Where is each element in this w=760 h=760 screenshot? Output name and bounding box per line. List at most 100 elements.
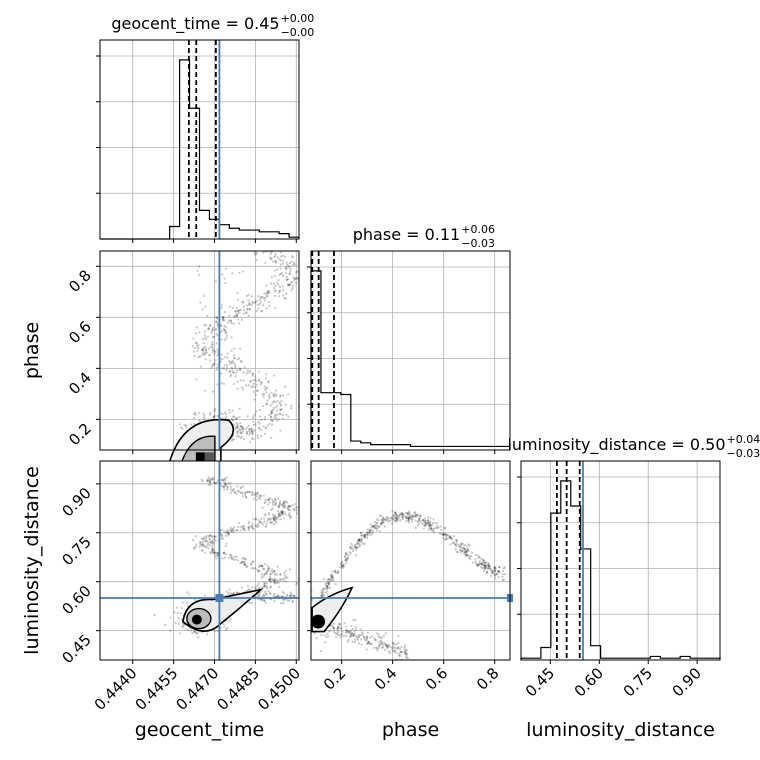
sample-point [291, 600, 294, 603]
sample-point [193, 546, 196, 549]
sample-point [366, 533, 369, 536]
sample-point [293, 261, 296, 265]
sample-point [192, 337, 195, 340]
sample-point [436, 525, 439, 528]
sample-point [252, 567, 255, 570]
sample-point [460, 542, 463, 545]
sample-point [407, 517, 410, 521]
sample-point [239, 368, 242, 371]
sample-point [494, 577, 497, 580]
sample-point [488, 565, 491, 568]
sample-point [203, 294, 206, 297]
sample-point [263, 517, 266, 520]
sample-point [456, 551, 459, 554]
sample-point [363, 535, 366, 538]
sample-point [269, 580, 272, 583]
sample-point [270, 412, 273, 415]
sample-point [279, 267, 282, 270]
sample-point [403, 648, 406, 651]
sample-point [292, 276, 295, 279]
sample-point [216, 481, 219, 484]
sample-point [277, 513, 280, 516]
sample-point [229, 375, 232, 378]
sample-point [289, 594, 292, 597]
sample-point [262, 395, 265, 399]
sample-point [463, 547, 467, 550]
sample-point [209, 552, 213, 555]
sample-point [393, 515, 396, 519]
sample-point [486, 564, 489, 567]
sample-point [385, 646, 389, 649]
sample-point [442, 533, 445, 536]
sample-point [455, 550, 458, 553]
sample-point [235, 425, 239, 428]
sample-point [327, 578, 330, 581]
sample-point [261, 393, 264, 396]
sample-point [249, 562, 253, 565]
sample-point [277, 418, 281, 421]
sample-point [275, 416, 278, 420]
sample-point [408, 515, 412, 519]
sample-point [418, 514, 422, 517]
sample-point [380, 646, 384, 649]
sample-point [369, 642, 372, 645]
sample-point [255, 525, 259, 528]
sample-point [405, 516, 408, 519]
sample-point [270, 409, 274, 413]
sample-point [378, 642, 382, 646]
sample-point [285, 268, 288, 271]
sample-point [195, 344, 198, 348]
sample-point [183, 424, 186, 427]
sample-point [477, 556, 480, 559]
sample-point [349, 552, 352, 555]
sample-point [251, 374, 254, 377]
sample-point [238, 521, 241, 525]
sample-point [231, 556, 234, 559]
sample-point [287, 504, 290, 508]
sample-point [193, 354, 196, 357]
sample-point [267, 589, 270, 592]
sample-point [223, 488, 226, 491]
sample-point [270, 415, 273, 418]
sample-point [406, 511, 409, 515]
sample-point [259, 300, 262, 304]
sample-point [264, 376, 268, 380]
sample-point [347, 631, 351, 634]
sample-point [357, 539, 360, 542]
sample-point [485, 572, 488, 575]
sample-point [360, 631, 364, 634]
sample-point [239, 360, 242, 363]
sample-point [407, 519, 410, 522]
sample-point [202, 338, 205, 341]
sample-point [401, 515, 404, 518]
sample-point [330, 624, 333, 627]
sample-point [223, 356, 226, 359]
sample-point [474, 558, 477, 561]
sample-point [211, 340, 214, 344]
sample-point [401, 518, 404, 521]
sample-point [281, 602, 285, 605]
sample-point [269, 592, 272, 596]
sample-point [251, 525, 254, 528]
sample-point [498, 570, 501, 574]
sample-point [254, 518, 258, 521]
sample-point [364, 639, 367, 642]
sample-point [210, 541, 214, 544]
sample-point [359, 531, 363, 534]
sample-point [400, 511, 403, 515]
sample-point [250, 563, 253, 566]
sample-point [247, 526, 250, 529]
sample-point [283, 577, 286, 580]
sample-point [285, 266, 288, 270]
sample-point [441, 532, 444, 535]
sample-point [320, 594, 323, 597]
sample-point [248, 427, 252, 431]
sample-point [502, 569, 505, 573]
sample-point [395, 514, 398, 518]
sample-point [228, 370, 231, 373]
sample-point [270, 585, 273, 588]
sample-point [243, 529, 247, 532]
sample-point [203, 551, 206, 554]
sample-point [224, 331, 227, 334]
sample-point [498, 570, 501, 574]
